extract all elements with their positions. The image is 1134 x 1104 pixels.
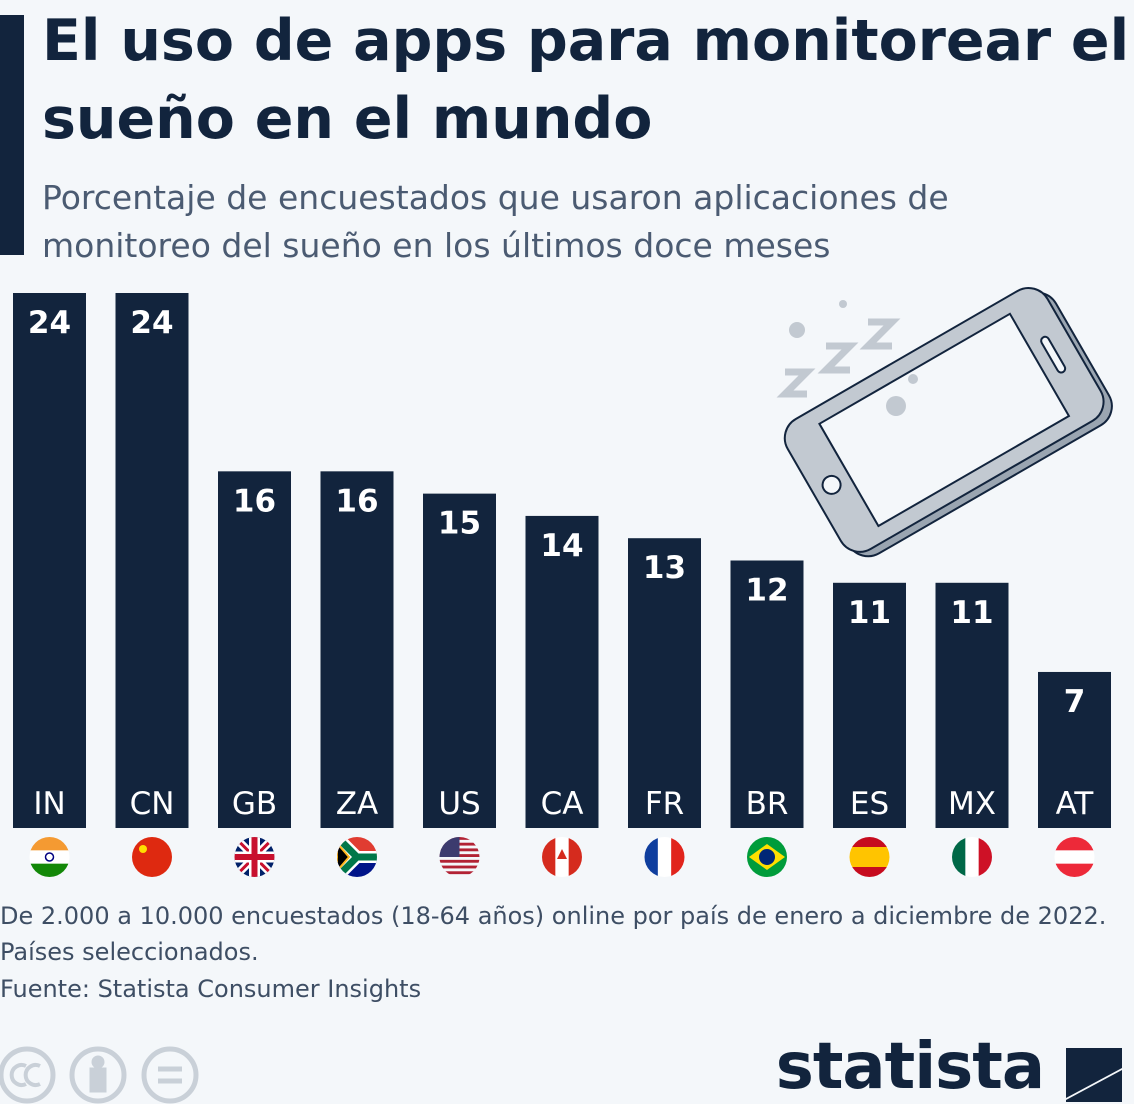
flag-part: [557, 849, 567, 859]
value-label: 7: [1064, 684, 1086, 720]
flag: [29, 837, 70, 877]
value-label: 11: [950, 595, 993, 631]
value-label: 24: [28, 305, 71, 341]
flag-part: [234, 837, 275, 877]
flag-part: [849, 857, 890, 868]
flag-part: [337, 837, 377, 877]
category-label: CA: [541, 786, 584, 822]
value-label: 24: [130, 305, 173, 341]
bar: [423, 493, 496, 828]
flag-part: [849, 847, 890, 858]
value-label: 11: [848, 595, 891, 631]
chart-subtitle: Porcentaje de encuestados que usaron apl…: [42, 178, 949, 265]
chart-title: El uso de apps para monitorear el sueño …: [42, 8, 1130, 152]
bar: [218, 471, 291, 828]
flag-part: [657, 837, 672, 877]
flag-part: [29, 837, 70, 851]
flag: [747, 837, 787, 877]
bar: [115, 293, 189, 828]
category-label: ES: [850, 786, 889, 822]
flag: [439, 837, 480, 875]
bar: [13, 293, 86, 828]
category-label: BR: [746, 786, 789, 822]
category-label: MX: [948, 786, 996, 822]
bar: [1038, 671, 1111, 828]
flag: [644, 837, 685, 877]
flag-part: [952, 837, 966, 877]
chart-source: Fuente: Statista Consumer Insights: [0, 975, 422, 1003]
bar: [320, 471, 394, 828]
flag-part: [29, 850, 70, 865]
category-label: US: [438, 786, 480, 822]
flag: [542, 837, 582, 877]
value-label: 16: [335, 483, 378, 519]
brand-logo: [1066, 1048, 1122, 1102]
flag-part: [439, 871, 480, 875]
flag-part: [139, 845, 147, 853]
flag-part: [337, 840, 351, 874]
flag-part: [1054, 863, 1095, 877]
bar: [833, 582, 906, 828]
flag: [849, 837, 890, 877]
license-icons: [0, 1046, 199, 1104]
flag: [1054, 837, 1095, 877]
bar: [525, 515, 599, 828]
flag: [234, 837, 275, 877]
bar: [730, 560, 804, 828]
flag-part: [671, 837, 685, 877]
value-label: 14: [540, 528, 583, 564]
sleep-icons: [776, 300, 918, 416]
flag: [132, 837, 172, 877]
flag-part: [759, 849, 775, 865]
flag-part: [965, 837, 980, 877]
flag: [952, 837, 992, 877]
flag-part: [1054, 837, 1095, 851]
flag-part: [439, 859, 480, 863]
flag-part: [978, 837, 992, 877]
flag-part: [439, 837, 460, 857]
flag-part: [568, 837, 582, 877]
flag-part: [44, 852, 55, 862]
flag-part: [849, 867, 890, 877]
category-label: GB: [232, 786, 277, 822]
category-label: ZA: [336, 786, 378, 822]
category-label: IN: [33, 786, 65, 822]
flag-part: [849, 837, 890, 848]
category-label: AT: [1056, 786, 1095, 822]
value-label: 16: [233, 483, 276, 519]
flag: [337, 837, 377, 877]
flag-part: [644, 837, 659, 877]
flag-part: [439, 865, 480, 869]
flag-part: [132, 837, 172, 877]
bar: [628, 538, 701, 828]
title-accent: [0, 15, 24, 255]
flag-part: [29, 863, 70, 877]
bar: [935, 582, 1009, 828]
brand-name: statista: [775, 1030, 1045, 1104]
category-label: CN: [130, 786, 175, 822]
value-label: 13: [643, 550, 686, 586]
chart-note: De 2.000 a 10.000 encuestados (18-64 año…: [0, 902, 1107, 966]
phone-illustration: [783, 287, 1113, 558]
flag-part: [1054, 850, 1095, 865]
value-label: 15: [438, 506, 481, 542]
value-label: 12: [745, 573, 788, 609]
category-label: FR: [645, 786, 684, 822]
flag-part: [542, 837, 556, 877]
